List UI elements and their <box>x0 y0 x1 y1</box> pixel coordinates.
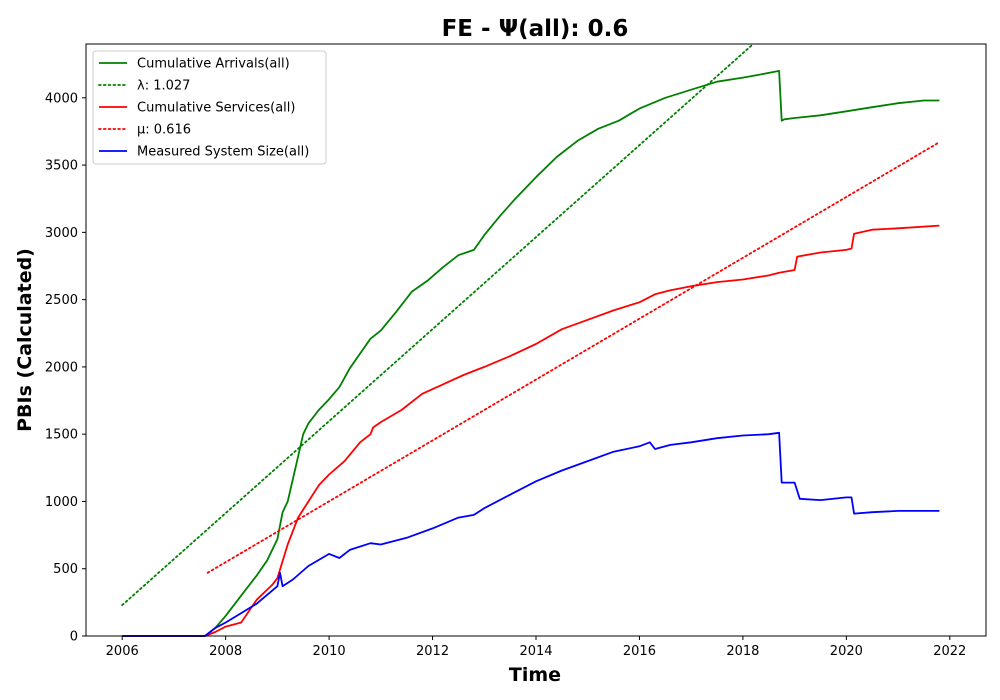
y-tick-label: 3000 <box>45 226 78 241</box>
legend: Cumulative Arrivals(all) λ: 1.027 Cumulati… <box>92 50 327 165</box>
x-tick-label: 2008 <box>209 644 242 659</box>
x-tick-label: 2012 <box>416 644 449 659</box>
legend-label-3: μ: 0.616 <box>137 123 191 138</box>
y-tick-label: 1500 <box>45 428 78 443</box>
series-line-4 <box>122 431 940 637</box>
y-tick-label: 2500 <box>45 293 78 308</box>
ticks-layer: 2006 2008 2010 2012 2014 2016 2018 2020 2022 0 500… <box>45 91 966 659</box>
legend-box <box>92 50 327 165</box>
x-tick-label: 2006 <box>106 644 139 659</box>
x-tick-label: 2020 <box>830 644 863 659</box>
y-tick-label: 0 <box>70 630 78 645</box>
y-tick-label: 500 <box>53 562 78 577</box>
legend-label-2: Cumulative Services(all) <box>137 101 295 116</box>
series-layer <box>121 43 941 637</box>
x-tick-label: 2018 <box>726 644 759 659</box>
plot-frame <box>85 43 987 637</box>
x-tick-label: 2010 <box>313 644 346 659</box>
y-tick-label: 3500 <box>45 159 78 174</box>
y-tick-label: 4000 <box>45 91 78 106</box>
x-tick-label: 2022 <box>933 644 966 659</box>
series-line-2 <box>122 224 940 637</box>
y-tick-label: 2000 <box>45 360 78 375</box>
legend-label-1: λ: 1.027 <box>137 79 190 94</box>
series-line-1 <box>121 43 755 606</box>
y-tick-label: 1000 <box>45 495 78 510</box>
chart-title: FE - Ψ(all): 0.6 <box>442 16 629 42</box>
series-line-0 <box>122 70 940 637</box>
series-line-3 <box>206 141 941 574</box>
legend-items: Cumulative Arrivals(all) λ: 1.027 Cumulati… <box>98 57 309 160</box>
y-axis-title: PBIs (Calculated) <box>14 248 36 432</box>
x-axis-title: Time <box>509 664 561 686</box>
legend-label-4: Measured System Size(all) <box>137 145 309 160</box>
x-tick-label: 2014 <box>519 644 552 659</box>
x-tick-label: 2016 <box>623 644 656 659</box>
legend-label-0: Cumulative Arrivals(all) <box>137 57 290 72</box>
